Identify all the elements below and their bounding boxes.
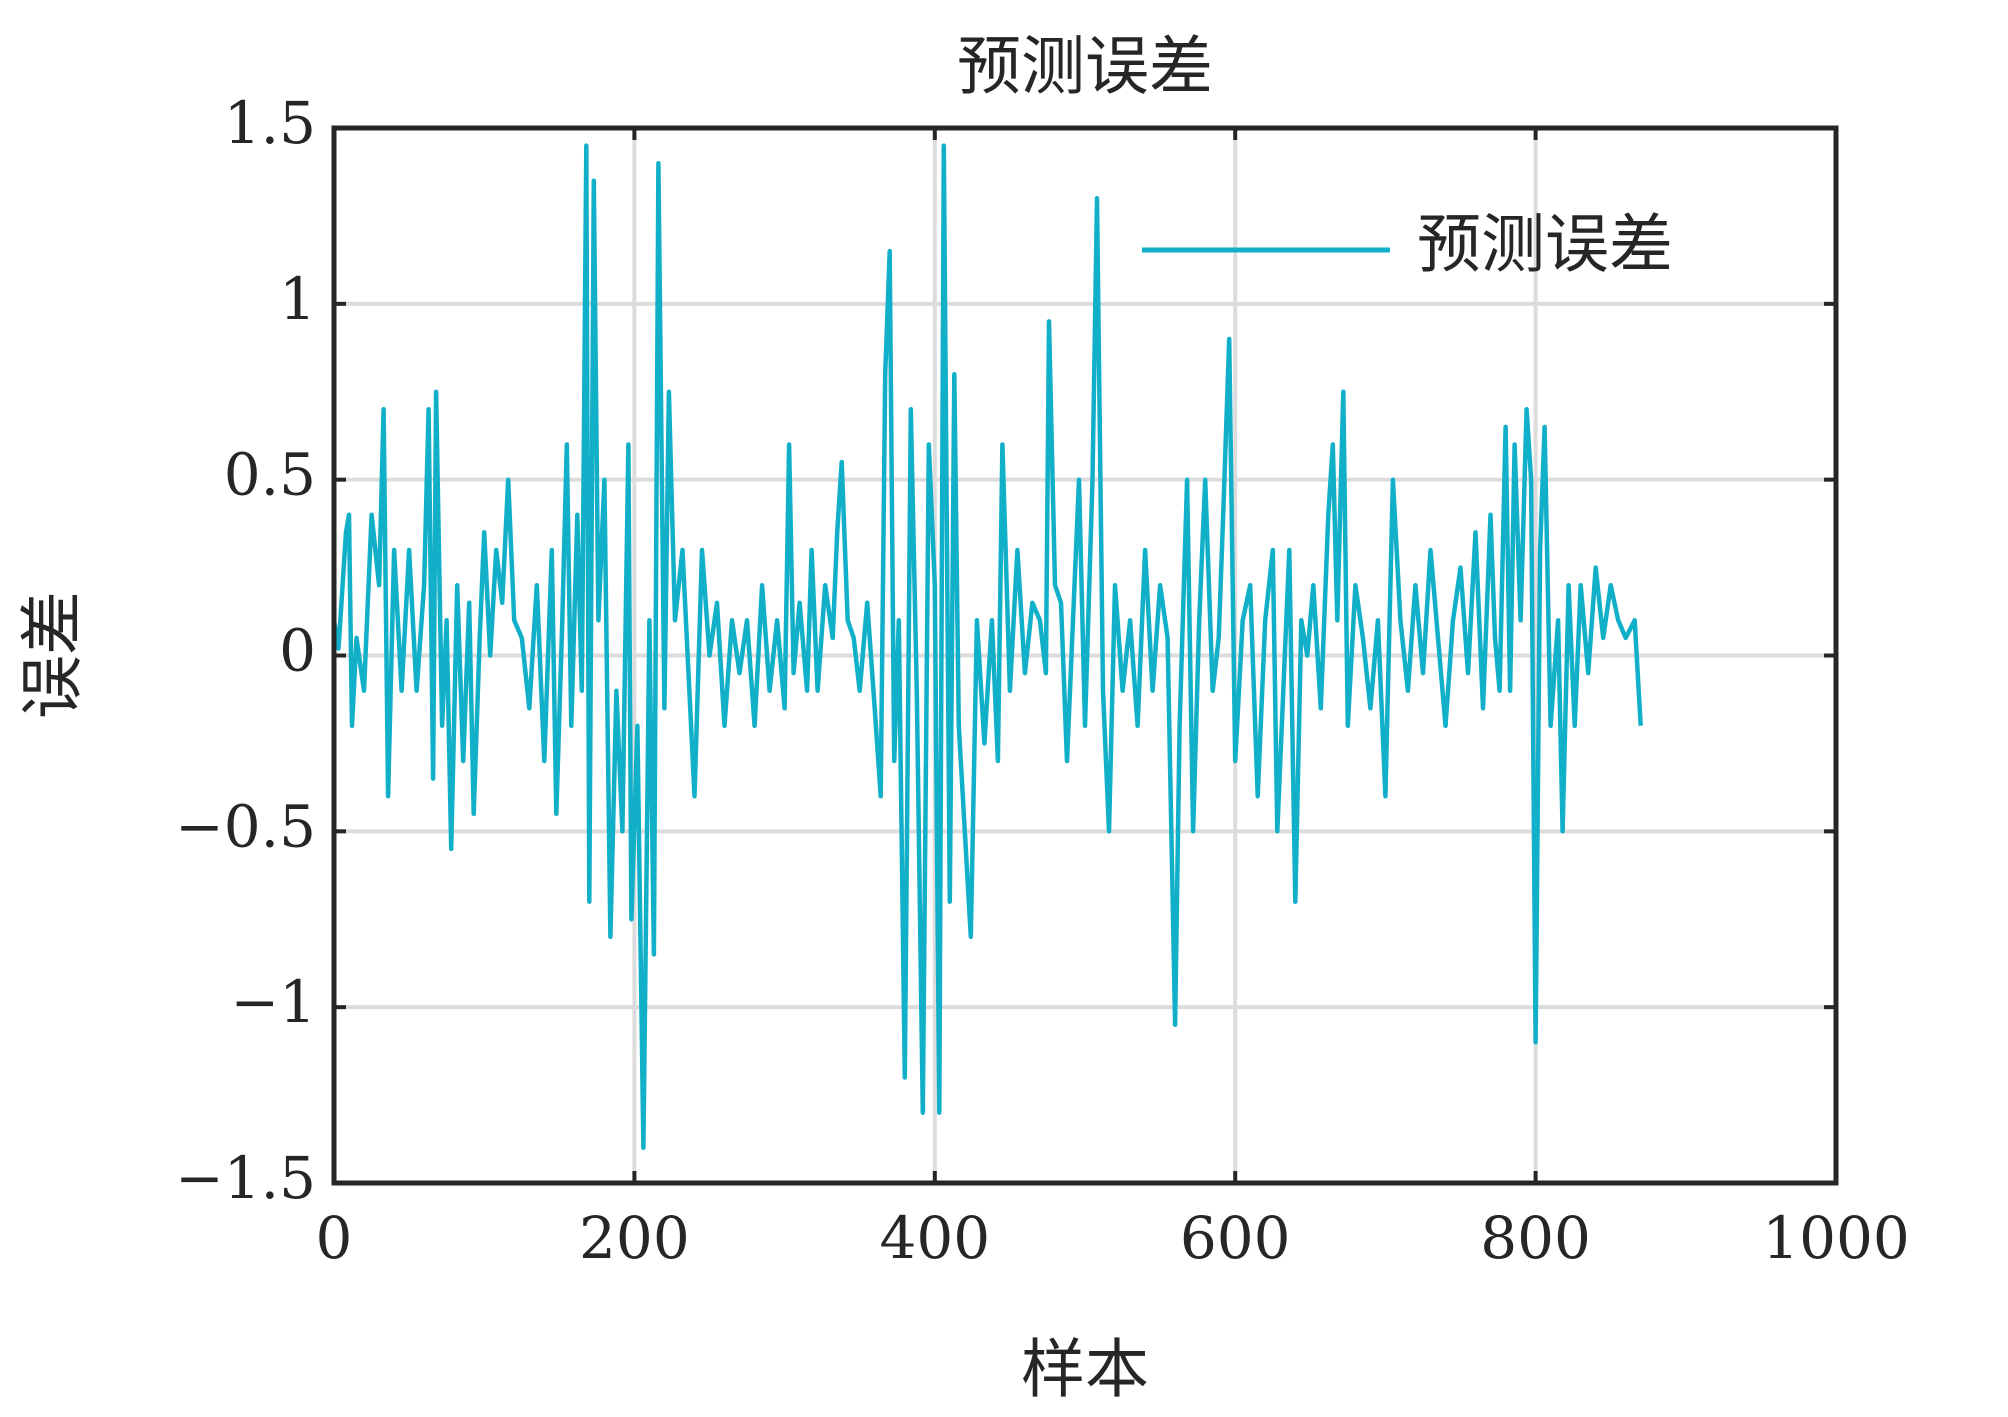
x-tick-label: 600 xyxy=(1180,1204,1291,1272)
y-tick-label: −0.5 xyxy=(175,792,316,860)
y-tick-label: 1 xyxy=(279,265,316,333)
x-tick-label: 0 xyxy=(316,1204,353,1272)
x-tick-label: 200 xyxy=(579,1204,690,1272)
x-tick-label: 800 xyxy=(1480,1204,1591,1272)
y-tick-label: −1.5 xyxy=(175,1144,316,1212)
y-tick-label: −1 xyxy=(231,968,317,1036)
y-tick-label: 0.5 xyxy=(224,441,316,509)
y-tick-label: 0 xyxy=(279,617,316,685)
axes-frame xyxy=(331,125,1839,1186)
x-tick-label: 1000 xyxy=(1762,1204,1910,1272)
y-axis-label: 误差 xyxy=(17,591,91,719)
legend-label: 预测误差 xyxy=(1417,209,1673,283)
x-axis-label: 样本 xyxy=(1021,1334,1149,1408)
chart-title: 预测误差 xyxy=(957,31,1213,105)
data-line xyxy=(331,143,1643,1151)
x-tick-label: 400 xyxy=(879,1204,990,1272)
y-tick-label: 1.5 xyxy=(224,89,316,157)
